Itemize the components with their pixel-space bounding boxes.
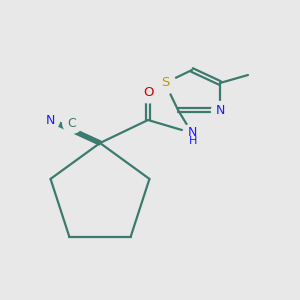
Text: H: H bbox=[189, 136, 198, 146]
Text: N: N bbox=[187, 127, 197, 140]
Text: O: O bbox=[143, 85, 153, 98]
Text: C: C bbox=[68, 116, 76, 130]
Text: S: S bbox=[161, 76, 169, 89]
Text: N: N bbox=[215, 103, 225, 116]
Text: N: N bbox=[45, 113, 55, 127]
